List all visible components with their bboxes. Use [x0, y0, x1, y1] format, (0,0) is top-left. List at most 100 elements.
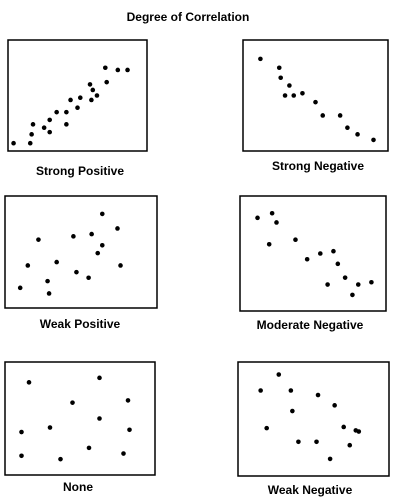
point [115, 67, 121, 73]
point [86, 445, 92, 451]
chart-label: Strong Positive [36, 164, 124, 178]
point [278, 75, 284, 81]
point [304, 256, 310, 262]
point [121, 451, 126, 456]
point [291, 93, 297, 98]
point [296, 439, 301, 445]
point [320, 113, 326, 118]
point [45, 278, 50, 284]
point [314, 439, 319, 445]
point [258, 388, 263, 393]
point [258, 56, 263, 62]
point [11, 140, 16, 146]
point [47, 129, 52, 135]
point [27, 140, 33, 146]
point [97, 416, 102, 421]
point [274, 220, 279, 225]
plot-frame [242, 39, 389, 152]
point [58, 456, 63, 462]
point [332, 403, 337, 408]
plot-frame [4, 361, 156, 476]
point [288, 388, 294, 393]
point [125, 398, 131, 403]
point [313, 99, 318, 105]
point [276, 65, 282, 71]
point [318, 251, 323, 256]
plot-frame [7, 39, 148, 152]
point [325, 282, 330, 287]
point [86, 275, 91, 281]
point [68, 97, 73, 103]
point [290, 408, 295, 414]
point [90, 87, 96, 93]
point [266, 242, 272, 247]
point [97, 375, 102, 381]
point [300, 90, 305, 96]
plot-frame [4, 195, 158, 309]
point [89, 231, 94, 237]
point [47, 425, 53, 430]
point [282, 93, 288, 98]
point [41, 125, 47, 130]
point [371, 137, 376, 143]
point [355, 282, 361, 287]
point [26, 380, 32, 385]
point [104, 79, 109, 85]
point [369, 279, 374, 285]
chart-label: Weak Negative [268, 483, 353, 497]
point [70, 400, 75, 405]
plot-frame [237, 361, 390, 477]
point [327, 456, 333, 462]
point [264, 425, 269, 431]
point [125, 67, 130, 73]
point [355, 132, 360, 137]
point [95, 250, 101, 256]
point [99, 211, 105, 217]
point [36, 237, 41, 242]
point [19, 453, 24, 459]
point [315, 392, 321, 398]
point [64, 122, 69, 127]
point [347, 442, 353, 448]
chart-label: Strong Negative [272, 159, 364, 173]
point [293, 237, 298, 242]
chart-label: Moderate Negative [257, 318, 364, 332]
point [46, 291, 52, 296]
point [115, 226, 120, 231]
point [64, 109, 69, 115]
point [276, 372, 282, 377]
point [350, 292, 355, 298]
point [127, 427, 132, 433]
figure-title: Degree of Correlation [127, 10, 250, 24]
point [71, 234, 76, 239]
point [25, 263, 31, 268]
point [17, 285, 23, 291]
point [77, 95, 83, 101]
point [94, 93, 100, 98]
point [356, 429, 362, 434]
chart-label: None [63, 480, 93, 494]
point [89, 97, 94, 103]
point [99, 242, 105, 248]
point [19, 429, 24, 435]
point [30, 122, 36, 127]
point [341, 424, 347, 430]
point [345, 125, 350, 130]
point [331, 248, 336, 254]
plot-frame [239, 195, 387, 312]
point [29, 132, 34, 137]
point [118, 263, 123, 268]
point [54, 259, 59, 265]
point [337, 113, 343, 118]
point [335, 261, 341, 267]
point [74, 269, 79, 275]
point [75, 105, 80, 111]
point [54, 109, 59, 115]
point [255, 215, 260, 221]
point [87, 82, 93, 87]
point [342, 275, 348, 280]
chart-label: Weak Positive [40, 317, 121, 331]
point [103, 65, 108, 71]
point [287, 83, 292, 88]
